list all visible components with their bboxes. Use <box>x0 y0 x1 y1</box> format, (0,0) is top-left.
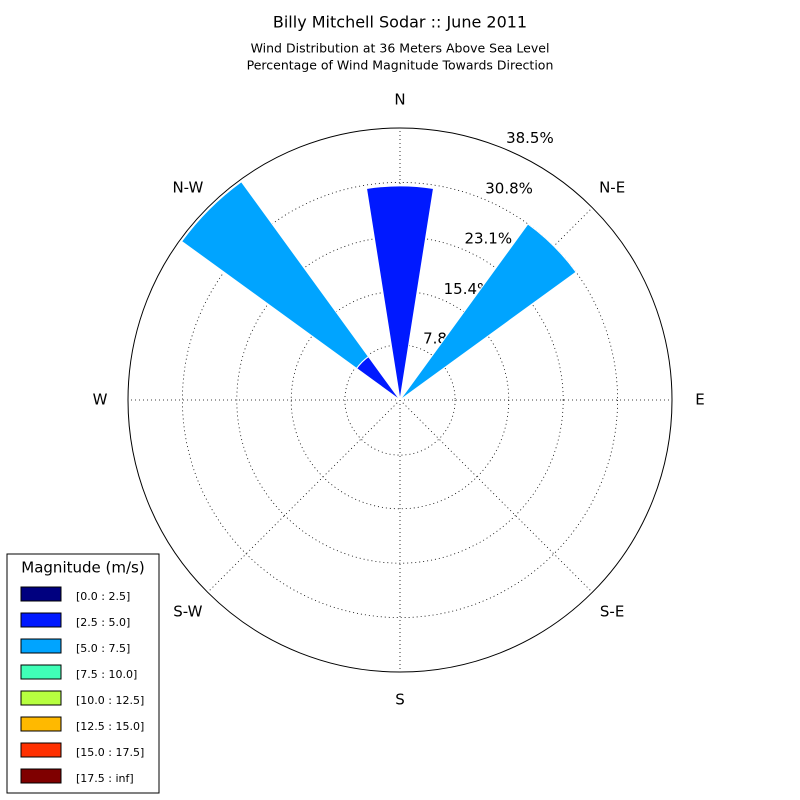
legend-label: [10.0 : 12.5] <box>76 694 144 707</box>
grid-circle <box>181 181 619 619</box>
grid-circle <box>344 344 456 456</box>
radial-tick-label: 30.8% <box>485 179 533 197</box>
chart-subtitle: Wind Distribution at 36 Meters Above Sea… <box>251 41 550 56</box>
legend-swatch <box>20 664 62 680</box>
legend-swatch <box>20 768 62 784</box>
legend-swatch <box>20 586 62 602</box>
legend-label: [7.5 : 10.0] <box>76 668 137 681</box>
direction-label: W <box>93 391 108 409</box>
direction-label: S-E <box>600 603 624 621</box>
chart-subtitle: Percentage of Wind Magnitude Towards Dir… <box>247 58 554 73</box>
grid-spoke <box>207 399 401 593</box>
legend-swatch <box>20 716 62 732</box>
legend-swatch <box>20 638 62 654</box>
direction-label: S <box>395 691 405 709</box>
wedge <box>180 180 370 370</box>
grid-circle <box>127 127 673 673</box>
legend-label: [15.0 : 17.5] <box>76 746 144 759</box>
legend-label: [2.5 : 5.0] <box>76 616 130 629</box>
direction-label: S-W <box>173 603 202 621</box>
wedge <box>365 185 435 401</box>
legend-label: [5.0 : 7.5] <box>76 642 130 655</box>
direction-label: N <box>394 91 405 109</box>
chart-title: Billy Mitchell Sodar :: June 2011 <box>273 13 527 32</box>
direction-label: N-E <box>599 178 625 196</box>
legend-title: Magnitude (m/s) <box>21 559 144 577</box>
legend-label: [17.5 : inf] <box>76 772 134 785</box>
legend-swatch <box>20 690 62 706</box>
legend-label: [0.0 : 2.5] <box>76 590 130 603</box>
legend-swatch <box>20 742 62 758</box>
direction-label: E <box>695 391 704 409</box>
radial-tick-label: 23.1% <box>464 230 512 248</box>
wedge <box>399 223 577 401</box>
direction-label: N-W <box>172 178 203 196</box>
legend-swatch <box>20 612 62 628</box>
radial-tick-label: 38.5% <box>506 129 554 147</box>
legend-label: [12.5 : 15.0] <box>76 720 144 733</box>
wedge <box>355 355 401 401</box>
grid-spoke <box>399 399 593 593</box>
